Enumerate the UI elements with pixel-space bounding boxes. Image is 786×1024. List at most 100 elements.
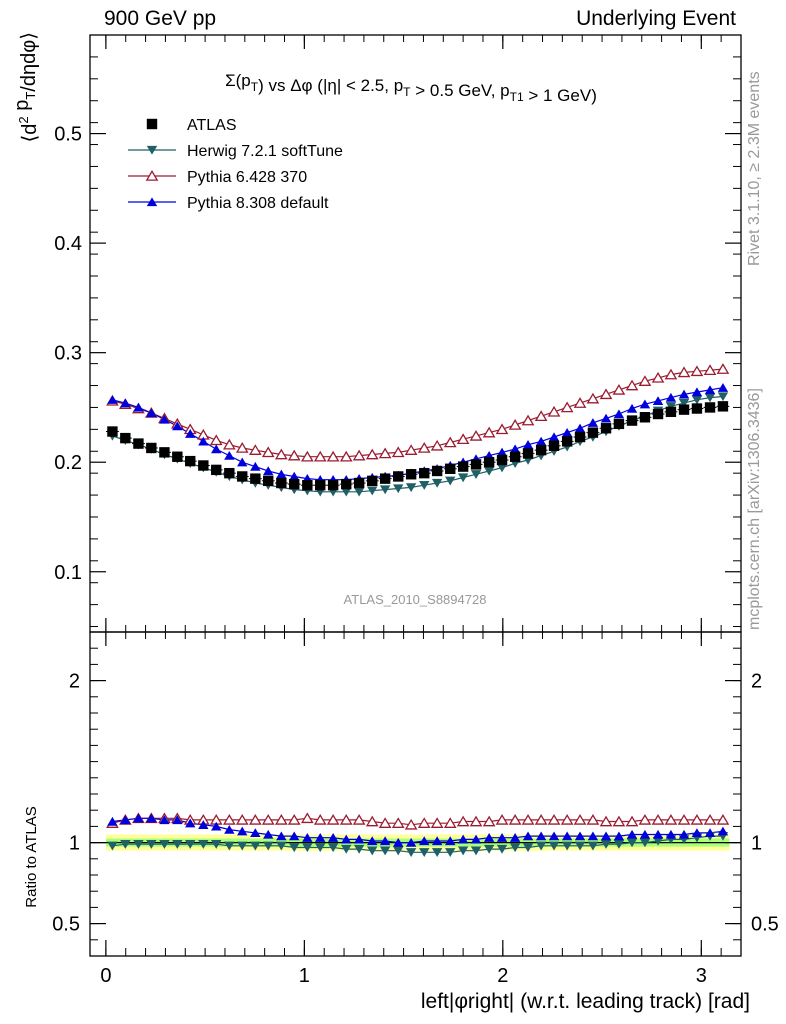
pythia-8-308-default-ratio-point [457, 834, 469, 844]
herwig-7-2-1-softtune-ratio-point [185, 840, 196, 849]
pythia-6-428-370-point [560, 401, 574, 413]
pythia-8-308-default-point [587, 418, 599, 427]
main-plot-title: Σ(pT) vs Δφ (|η| < 2.5, pT > 0.5 GeV, pT… [225, 71, 597, 105]
pythia-8-308-default-ratio-point [353, 834, 365, 844]
herwig-7-2-1-softtune-ratio-point [496, 844, 508, 854]
pythia-8-308-default-point [133, 402, 144, 412]
y-label-segment: T [23, 92, 38, 100]
main-y-tick-label: 0.2 [54, 452, 82, 474]
herwig-7-2-1-softtune-point [445, 476, 456, 486]
pythia-8-308-default-point [652, 396, 664, 406]
pythia-8-308-default-point [146, 408, 157, 418]
pythia-6-428-370-ratio-point [664, 813, 678, 825]
herwig-7-2-1-softtune-ratio-point [535, 841, 547, 851]
atlas-point [613, 418, 625, 430]
legend-label-pythia-8-308-default: Pythia 8.308 default [187, 195, 329, 212]
pythia-8-308-default-ratio-point [315, 833, 326, 842]
atlas-point [405, 469, 417, 480]
herwig-7-2-1-softtune-ratio-point [574, 841, 586, 851]
pythia-6-428-370-point [664, 368, 678, 380]
atlas-point [522, 448, 534, 459]
title-segment: Σ(p [225, 71, 251, 90]
legend-marker-pythia-6-428-370 [145, 170, 159, 181]
pythia-6-428-370-point [573, 397, 587, 408]
pythia-8-308-default-ratio-point [548, 831, 560, 841]
ratio-x-tick-label: 1 [299, 965, 310, 987]
herwig-7-2-1-softtune-point [431, 478, 443, 488]
pythia-8-308-default-ratio-point [470, 834, 482, 844]
atlas-point [548, 440, 560, 451]
pythia-8-308-default-ratio-point [561, 831, 573, 841]
pythia-8-308-default-ratio-point [263, 829, 274, 839]
pythia-6-428-370-ratio-point [339, 813, 353, 825]
title-subscript: T [251, 80, 259, 94]
y-label-segment: 2 [16, 116, 31, 123]
herwig-7-2-1-softtune-point [419, 481, 430, 490]
legend-label-atlas: ATLAS [187, 117, 237, 134]
pythia-6-428-370-ratio-point [469, 815, 483, 827]
pythia-8-308-default-ratio-point [691, 828, 703, 838]
ratio-x-tick-label: 3 [696, 965, 707, 987]
pythia-6-428-370-ratio-point [651, 813, 665, 825]
pythia-8-308-default-ratio-point [250, 828, 261, 838]
pythia-8-308-default-point [211, 444, 222, 454]
pythia-8-308-default-point [263, 466, 274, 476]
pythia-8-308-default-ratio-point [379, 836, 391, 846]
pythia-8-308-default-ratio-point [626, 829, 638, 839]
pythia-6-428-370-ratio-point [326, 813, 340, 825]
atlas-point [263, 475, 274, 487]
herwig-7-2-1-softtune-point [353, 487, 365, 497]
pythia-8-308-default-ratio-point [120, 815, 131, 825]
pythia-8-308-default-ratio-point [276, 831, 287, 841]
herwig-7-2-1-softtune-ratio-point [652, 836, 664, 846]
main-axis-ticks: 0.1 0.2 0.3 0.4 0.5 [54, 35, 741, 632]
pythia-8-308-default-ratio-point [172, 815, 183, 825]
pythia-8-308-default-ratio-point [665, 829, 677, 839]
herwig-7-2-1-softtune-ratio-point [276, 841, 287, 851]
pythia-6-428-370-ratio-point [378, 817, 392, 828]
pythia-6-428-370-point [365, 448, 379, 460]
herwig-7-2-1-softtune-ratio-point [639, 838, 651, 848]
herwig-7-2-1-softtune-point [367, 486, 378, 496]
pythia-8-308-default-ratio-point [198, 820, 209, 829]
herwig-7-2-1-softtune-ratio-point [367, 846, 378, 856]
atlas-point [587, 427, 599, 438]
ratio-data-points [106, 812, 730, 857]
pythia-6-428-370-point [599, 388, 613, 400]
herwig-7-2-1-softtune-ratio-point [470, 846, 482, 856]
atlas-point [665, 406, 677, 418]
pythia-6-428-370-ratio-point [456, 815, 470, 827]
atlas-point [315, 480, 326, 491]
herwig-7-2-1-softtune-ratio-point [146, 840, 157, 849]
herwig-7-2-1-softtune-ratio-point [289, 843, 300, 853]
pythia-8-308-default-point [678, 389, 690, 399]
pythia-8-308-default-ratio-point [445, 836, 456, 846]
atlas-point [535, 444, 547, 456]
herwig-7-2-1-softtune-ratio-point [522, 843, 534, 853]
atlas-point [574, 431, 586, 443]
herwig-7-2-1-softtune-ratio-point [263, 841, 274, 851]
herwig-7-2-1-softtune-ratio-point [483, 844, 495, 854]
pythia-6-428-370-point [508, 419, 522, 430]
pythia-6-428-370-ratio-point [495, 813, 509, 825]
pythia-8-308-default-ratio-point [185, 818, 196, 828]
atlas-point [224, 467, 235, 479]
herwig-7-2-1-softtune-point [691, 395, 703, 405]
pythia-8-308-default-point [289, 471, 300, 481]
analysis-watermark: ATLAS_2010_S8894728 [344, 592, 487, 607]
pythia-6-428-370-ratio-point [443, 817, 457, 828]
pythia-6-428-370-point [443, 436, 457, 448]
pythia-6-428-370-ratio-point [534, 813, 548, 825]
pythia-8-308-default-ratio-point [509, 833, 521, 842]
atlas-point [341, 478, 352, 490]
pythia-8-308-default-ratio-point [133, 813, 144, 823]
legend-label-herwig-7-2-1-softtune: Herwig 7.2.1 softTune [187, 143, 343, 160]
herwig-7-2-1-softtune-point [405, 483, 417, 493]
ratio-y-tick-label-right: 2 [751, 671, 762, 693]
ratio-x-tick-label: 0 [100, 965, 111, 987]
pythia-6-428-370-ratio-point [430, 817, 444, 828]
pythia-8-308-default-ratio-point [211, 821, 222, 831]
pythia-6-428-370-ratio-point [690, 813, 704, 825]
atlas-point [470, 459, 482, 470]
